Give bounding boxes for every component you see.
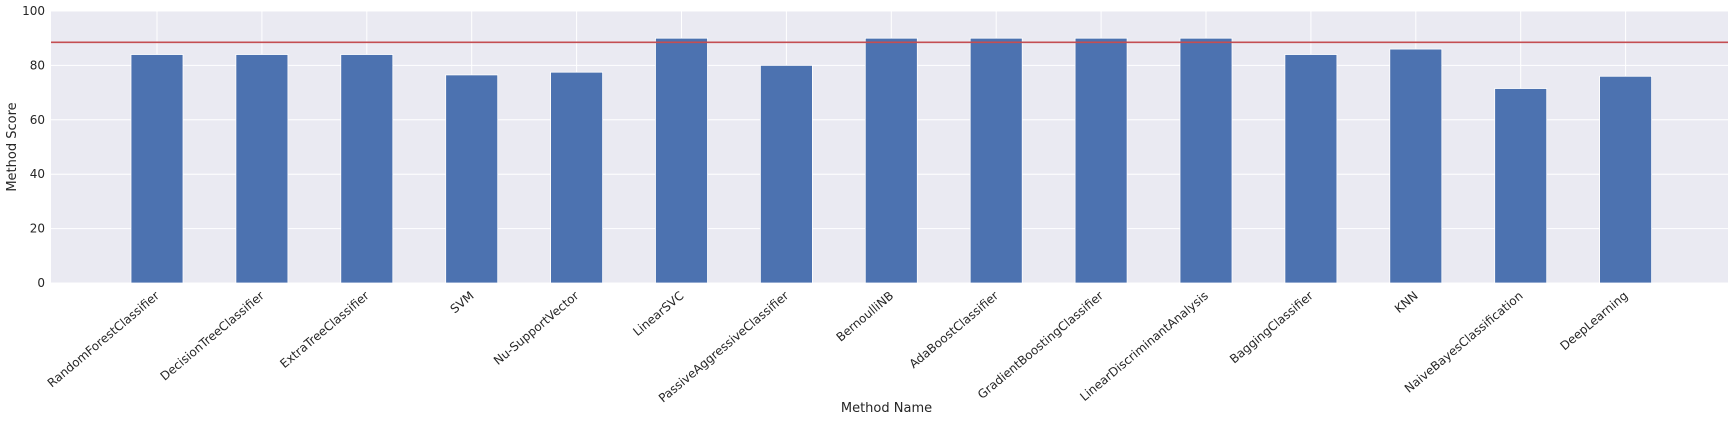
y-tick-label: 40: [30, 167, 45, 181]
bar: [340, 54, 394, 284]
bar: [235, 54, 289, 284]
y-axis-ticks: 0 20 40 60 80 100: [22, 4, 45, 290]
y-tick-label: 0: [37, 276, 45, 290]
bar: [1074, 37, 1128, 284]
x-tick-label: DecisionTreeClassifier: [158, 289, 267, 384]
bar: [1599, 75, 1652, 284]
y-tick-label: 20: [30, 222, 45, 236]
bar: [130, 54, 184, 284]
bar: [1179, 37, 1233, 284]
bar: [550, 71, 603, 284]
y-tick-label: 80: [30, 58, 45, 72]
y-tick-label: 60: [30, 113, 45, 127]
bar: [445, 74, 499, 284]
x-tick-label: BaggingClassifier: [1227, 289, 1316, 367]
bar: [1284, 54, 1338, 284]
x-axis-ticks: RandomForestClassifierDecisionTreeClassi…: [45, 289, 1631, 406]
x-tick-label: NaiveBayesClassification: [1402, 289, 1526, 396]
x-axis-title: Method Name: [841, 401, 932, 416]
x-tick-label: DeepLearning: [1557, 289, 1630, 354]
x-tick-label: Nu-SupportVector: [491, 289, 582, 368]
x-tick-label: LinearSVC: [630, 289, 686, 339]
bar: [864, 37, 918, 284]
x-tick-label: RandomForestClassifier: [45, 289, 162, 391]
x-tick-label: ExtraTreeClassifier: [277, 289, 371, 371]
x-tick-label: BernoulliNB: [834, 289, 897, 345]
y-axis-title: Method Score: [5, 102, 20, 191]
bar: [969, 37, 1023, 284]
x-tick-label: SVM: [448, 289, 477, 317]
bar: [760, 65, 813, 284]
x-tick-label: KNN: [1392, 289, 1421, 316]
y-tick-label: 100: [22, 4, 45, 18]
bar: [655, 37, 708, 284]
bar: [1494, 88, 1548, 284]
bar: [1389, 48, 1443, 284]
x-tick-label: AdaBoostClassifier: [907, 289, 1002, 372]
bars: [130, 37, 1652, 284]
